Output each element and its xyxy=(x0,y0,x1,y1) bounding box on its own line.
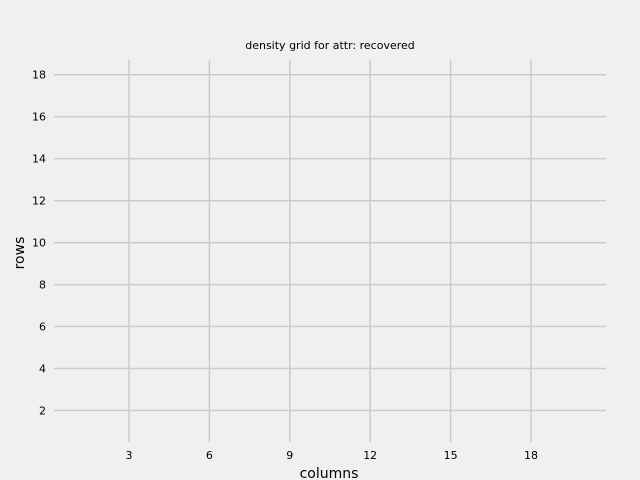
y-tick-label: 14 xyxy=(32,153,46,166)
y-tick-label: 10 xyxy=(32,237,46,250)
y-tick-label: 6 xyxy=(39,321,46,334)
x-tick-label: 3 xyxy=(126,449,133,462)
y-tick-label: 2 xyxy=(39,405,46,418)
chart-title: density grid for attr: recovered xyxy=(245,39,415,52)
x-tick-label: 12 xyxy=(363,449,377,462)
y-tick-label: 18 xyxy=(32,69,46,82)
x-tick-label: 15 xyxy=(444,449,458,462)
y-tick-labels: 2 4 6 8 10 12 14 16 18 xyxy=(32,69,46,418)
y-axis-label: rows xyxy=(12,237,28,270)
y-tick-label: 16 xyxy=(32,111,46,124)
grid-layer xyxy=(54,60,606,442)
x-tick-label: 18 xyxy=(524,449,538,462)
y-tick-label: 4 xyxy=(39,363,46,376)
y-tick-label: 8 xyxy=(39,279,46,292)
x-axis-label: columns xyxy=(300,466,359,480)
x-tick-labels: 3 6 9 12 15 18 xyxy=(126,449,538,462)
y-tick-label: 12 xyxy=(32,195,46,208)
x-tick-label: 9 xyxy=(286,449,293,462)
x-tick-label: 6 xyxy=(206,449,213,462)
